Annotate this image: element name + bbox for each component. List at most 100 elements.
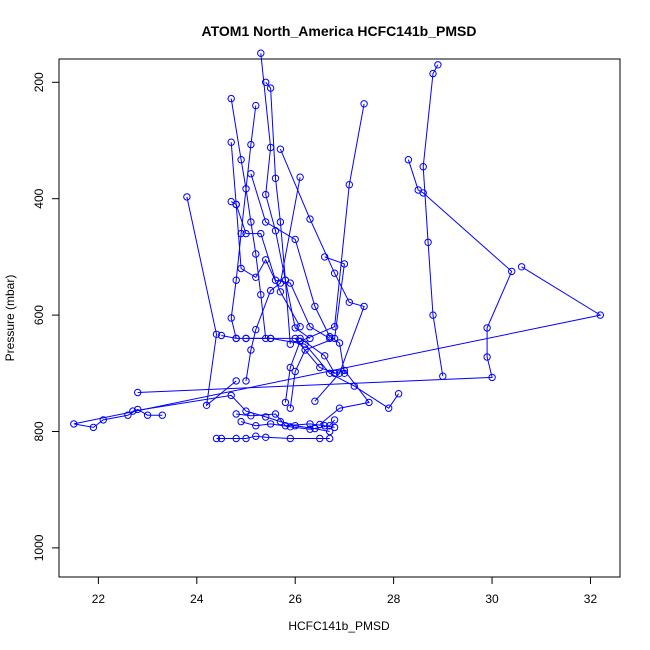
data-point <box>419 189 427 197</box>
x-tick-label: 28 <box>387 592 401 606</box>
data-point <box>242 185 250 193</box>
data-point <box>306 323 314 331</box>
profile-line <box>260 53 311 339</box>
data-point <box>271 410 280 418</box>
data-point <box>296 334 304 343</box>
data-point <box>124 411 132 419</box>
data-point <box>404 156 413 164</box>
profile-series <box>227 197 334 343</box>
data-point <box>286 423 294 431</box>
profile-series <box>232 410 339 432</box>
data-point <box>306 215 314 223</box>
data-point <box>281 398 290 407</box>
data-point <box>247 346 255 354</box>
data-point <box>326 422 334 430</box>
data-point <box>227 94 235 103</box>
profile-line <box>284 103 365 403</box>
plot-frame <box>58 58 621 578</box>
data-point <box>330 334 339 343</box>
data-point <box>385 404 393 412</box>
x-axis-label: HCFC141b_PMSD <box>288 619 390 633</box>
series-layer <box>70 49 604 443</box>
data-point <box>262 433 270 441</box>
data-point <box>330 323 339 331</box>
data-point <box>266 143 275 152</box>
data-point <box>286 340 294 348</box>
data-point <box>508 267 516 276</box>
data-point <box>237 264 245 273</box>
data-point <box>276 417 285 426</box>
data-point <box>257 291 265 299</box>
data-point <box>237 229 245 238</box>
y-tick-label: 200 <box>32 72 46 92</box>
y-tick-label: 800 <box>32 421 46 441</box>
x-tick-label: 24 <box>190 592 204 606</box>
x-axis: 22 24 26 28 30 32 <box>92 577 598 606</box>
profile-line <box>216 435 330 439</box>
data-point <box>247 170 255 178</box>
data-point <box>301 340 309 348</box>
data-point <box>143 411 152 419</box>
profile-line <box>250 173 345 374</box>
data-point <box>202 401 211 409</box>
x-tick-label: 22 <box>92 592 106 606</box>
data-point <box>316 434 324 443</box>
data-point <box>257 229 265 238</box>
profile-series <box>227 94 270 343</box>
profile-line <box>279 149 365 402</box>
data-point <box>424 238 432 247</box>
data-point <box>266 420 275 428</box>
data-point <box>345 181 353 189</box>
data-point <box>242 377 250 385</box>
data-point <box>429 69 437 78</box>
profile-series <box>227 138 304 331</box>
data-point <box>232 200 240 209</box>
data-point <box>434 61 442 69</box>
data-point <box>247 140 255 149</box>
profile-line <box>230 201 330 339</box>
data-point <box>237 156 245 164</box>
profile-series <box>247 170 349 377</box>
profile-series <box>291 334 373 429</box>
x-tick-label: 30 <box>485 592 499 606</box>
data-point <box>306 420 314 428</box>
data-point <box>340 260 349 268</box>
data-point <box>321 352 329 360</box>
data-point <box>326 332 334 341</box>
data-point <box>291 334 299 343</box>
profile-line <box>265 81 291 345</box>
profile-line <box>240 419 335 430</box>
data-point <box>237 417 245 426</box>
data-point <box>252 432 260 440</box>
data-point <box>286 404 294 412</box>
data-point <box>70 420 78 428</box>
data-point <box>286 434 294 443</box>
profile-line <box>73 266 602 428</box>
data-point <box>330 269 339 277</box>
y-axis-label: Pressure (mbar) <box>3 275 17 362</box>
profile-series <box>183 193 240 409</box>
chart-title: ATOM1 North_America HCFC141b_PMSD <box>202 23 477 39</box>
profile-line <box>186 196 237 407</box>
profile-series <box>257 49 314 343</box>
profile-series <box>286 253 349 412</box>
data-point <box>330 369 339 377</box>
data-point <box>326 427 334 436</box>
data-point <box>252 273 260 281</box>
data-point <box>232 334 240 343</box>
profile-line <box>230 105 257 339</box>
data-point <box>326 369 334 377</box>
profile-line <box>236 413 335 428</box>
profile-series <box>242 173 304 385</box>
profile-series <box>281 100 368 407</box>
data-point <box>276 218 285 226</box>
data-point <box>212 330 221 338</box>
profile-line <box>230 98 267 339</box>
data-point <box>419 163 427 171</box>
data-point <box>517 263 526 271</box>
data-point <box>311 302 319 311</box>
data-point <box>134 388 142 397</box>
data-point <box>242 229 250 238</box>
data-point <box>276 279 285 287</box>
x-tick-label: 32 <box>584 592 598 606</box>
